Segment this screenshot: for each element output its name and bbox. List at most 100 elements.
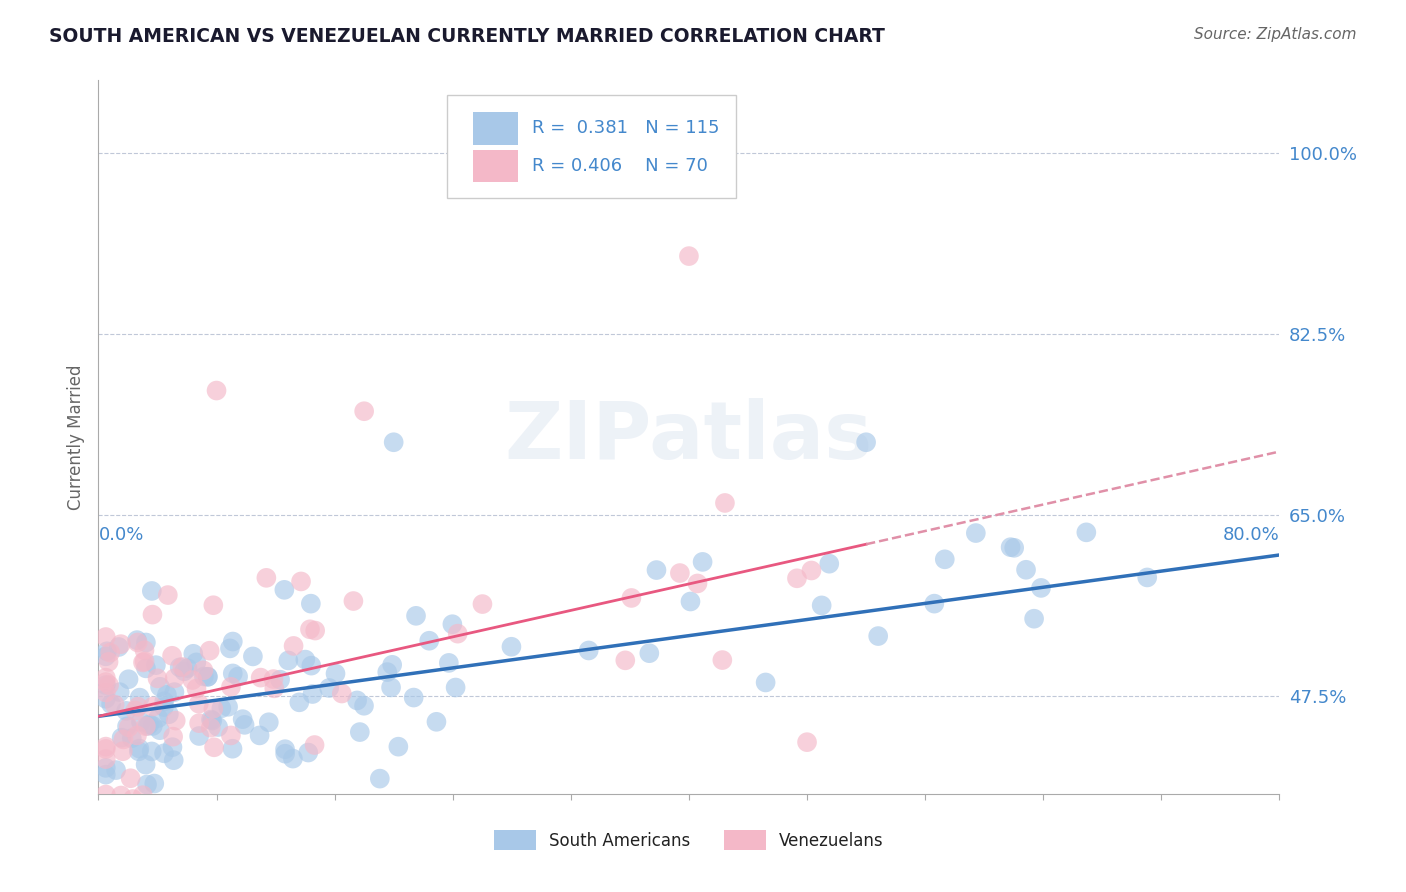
Point [129,714,152,729]
Point [121,731,143,746]
Point [98,678,121,692]
Point [125,728,148,742]
Point [94,739,117,754]
Point [226,669,249,683]
Point [924,597,946,611]
Point [714,496,737,510]
Point [232,712,254,726]
Point [405,608,427,623]
Point [1002,541,1025,555]
Point [94,752,117,766]
Point [111,744,134,758]
Point [188,716,211,731]
Point [692,555,714,569]
Point [283,639,305,653]
Point [153,700,176,714]
Point [142,719,165,733]
Point [387,739,409,754]
Point [353,698,375,713]
Point [274,747,297,761]
Point [143,776,166,790]
Point [209,701,232,715]
Point [135,635,157,649]
Point [786,571,808,585]
Point [330,686,353,700]
Point [1136,570,1159,584]
Point [578,643,600,657]
Point [325,666,347,681]
Point [110,731,132,745]
Point [124,704,146,718]
Point [127,699,149,714]
Point [110,789,132,803]
Point [304,738,326,752]
Point [94,685,117,699]
Point [755,675,778,690]
Point [274,742,297,756]
Point [162,740,184,755]
Point [796,735,818,749]
Point [437,656,460,670]
Point [273,582,295,597]
Point [200,721,222,735]
Point [163,671,186,685]
Point [242,649,264,664]
Point [117,672,139,686]
Point [163,685,186,699]
Point [281,751,304,765]
Point [128,744,150,758]
Point [98,646,121,660]
Point [134,643,156,657]
Point [162,730,184,744]
Point [380,681,402,695]
Point [138,717,160,731]
Point [156,588,179,602]
Point [125,633,148,648]
Point [418,633,440,648]
Point [219,728,242,742]
Point [108,685,131,699]
Point [200,713,222,727]
Point [197,670,219,684]
Text: SOUTH AMERICAN VS VENEZUELAN CURRENTLY MARRIED CORRELATION CHART: SOUTH AMERICAN VS VENEZUELAN CURRENTLY M… [49,27,886,45]
Point [678,249,700,263]
Point [207,720,229,734]
Point [818,557,841,571]
Point [149,723,172,738]
Point [471,597,494,611]
Point [318,681,340,695]
Point [120,771,142,785]
Point [1000,540,1022,554]
Point [620,591,643,605]
Point [141,607,163,622]
Point [94,742,117,756]
Point [501,640,523,654]
Point [94,649,117,664]
Text: Source: ZipAtlas.com: Source: ZipAtlas.com [1194,27,1357,42]
Point [127,635,149,649]
Point [299,597,322,611]
Point [263,681,285,696]
Point [169,660,191,674]
Point [301,687,323,701]
Point [181,673,204,687]
Point [447,626,470,640]
Point [142,699,165,714]
Text: 80.0%: 80.0% [1223,526,1279,544]
Point [141,744,163,758]
Point [711,653,734,667]
Point [135,661,157,675]
Point [156,688,179,702]
Point [1022,612,1045,626]
Point [254,571,277,585]
Point [107,640,129,654]
Point [290,574,312,589]
Point [186,681,208,696]
Point [233,718,256,732]
Point [201,714,224,728]
Point [173,665,195,679]
Point [198,643,221,657]
Point [153,694,176,708]
Point [94,630,117,644]
Point [222,666,245,681]
